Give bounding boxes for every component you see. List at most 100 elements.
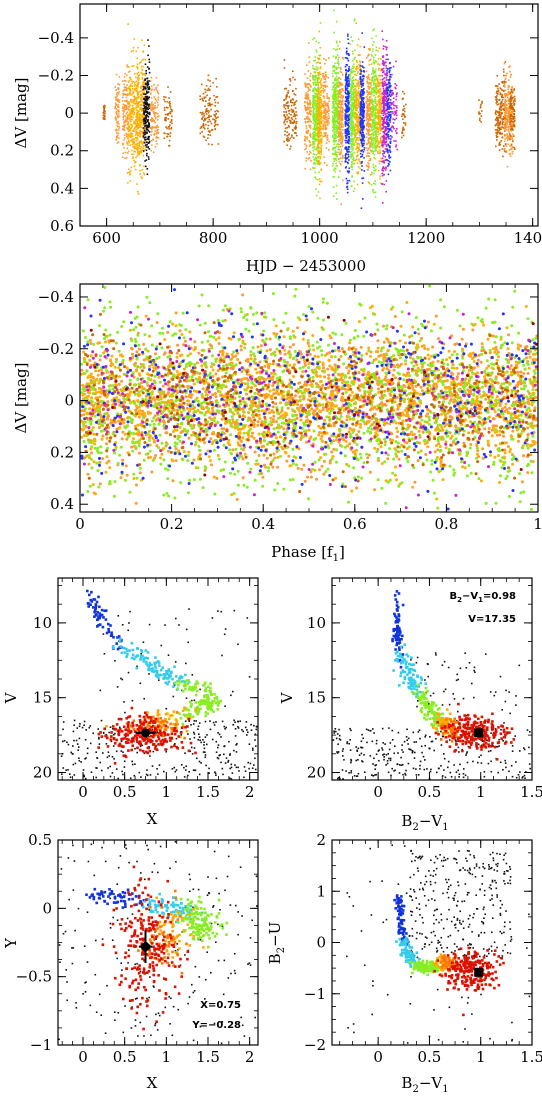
lightcurve-point [371, 37, 373, 40]
lightcurve-point [319, 138, 322, 141]
lightcurve-point [349, 74, 351, 77]
lightcurve-point [385, 65, 387, 67]
lightcurve-point [376, 117, 378, 120]
lightcurve-point [157, 137, 160, 139]
lightcurve-point [360, 70, 362, 73]
lightcurve-point [304, 107, 307, 110]
lightcurve-point [320, 106, 322, 109]
lightcurve-point [117, 113, 120, 115]
lightcurve-point [371, 142, 373, 144]
lightcurve-point [360, 103, 362, 105]
lightcurve-point [293, 112, 296, 115]
lightcurve-point [357, 94, 359, 97]
lightcurve-point [373, 71, 375, 74]
lightcurve-point [374, 191, 377, 194]
lightcurve-point [127, 139, 130, 142]
lightcurve-point [346, 76, 348, 79]
lightcurve-point [378, 95, 380, 98]
lightcurve-point [381, 144, 384, 146]
lightcurve-point [342, 129, 344, 131]
lightcurve-point [368, 91, 371, 93]
lightcurve-point [345, 114, 347, 117]
lightcurve-point [146, 106, 149, 109]
lightcurve-point [369, 99, 372, 102]
lightcurve-point [308, 106, 311, 109]
lightcurve-point [379, 90, 382, 93]
lightcurve-point [139, 145, 141, 148]
lightcurve-point [132, 88, 134, 90]
lightcurve-point [363, 140, 365, 142]
lightcurve-point [371, 79, 374, 82]
lightcurve-point [134, 126, 137, 128]
lightcurve-point [363, 105, 365, 108]
lightcurve-point [151, 126, 153, 129]
lightcurve-point [117, 129, 119, 131]
lightcurve-point [345, 153, 347, 155]
lightcurve-point [336, 112, 338, 115]
lightcurve-point [379, 125, 381, 127]
lightcurve-point [140, 151, 143, 154]
lightcurve-point [340, 131, 342, 134]
lightcurve-point [337, 131, 339, 134]
lightcurve-point [317, 102, 319, 104]
lightcurve-point [346, 122, 348, 125]
lightcurve-point [374, 89, 377, 91]
lightcurve-point [357, 139, 360, 141]
lightcurve-point [385, 126, 388, 128]
lightcurve-point [352, 67, 354, 70]
lightcurve-point [308, 112, 310, 115]
lightcurve-point [323, 108, 326, 111]
lightcurve-point [362, 94, 364, 96]
lightcurve-point [324, 86, 327, 89]
lightcurve-point [383, 132, 386, 134]
lightcurve-point [347, 145, 350, 148]
lightcurve-point [340, 114, 343, 117]
lightcurve-point [348, 137, 351, 140]
lightcurve-point [335, 102, 338, 105]
lightcurve-point [138, 96, 140, 98]
lightcurve-point [362, 89, 364, 91]
lightcurve-point [114, 96, 117, 99]
lightcurve-point [318, 54, 320, 57]
lightcurve-point [128, 142, 130, 144]
lightcurve-point [133, 85, 135, 87]
lightcurve-point [380, 127, 382, 130]
lightcurve-point [360, 69, 362, 72]
lightcurve-point [333, 89, 336, 92]
lightcurve-point [378, 152, 381, 154]
lightcurve-point [381, 169, 384, 171]
lightcurve-point [383, 84, 386, 86]
lightcurve-point [115, 98, 117, 100]
lightcurve-point [349, 43, 351, 45]
lightcurve-point [129, 89, 131, 91]
lightcurve-point [332, 146, 335, 149]
lightcurve-point [122, 143, 124, 146]
lightcurve-point [377, 117, 380, 120]
lightcurve-point [150, 89, 153, 92]
lightcurve-point [346, 170, 349, 172]
lightcurve-point [293, 137, 295, 139]
lightcurve-point [384, 113, 387, 115]
lightcurve-point [214, 110, 216, 113]
lightcurve-point [142, 127, 145, 129]
lightcurve-point [379, 149, 381, 152]
lightcurve-point [344, 96, 347, 98]
lightcurve-point [134, 97, 136, 99]
lightcurve-point [346, 105, 348, 107]
lightcurve-point [369, 108, 372, 111]
lightcurve-point [136, 68, 139, 70]
lightcurve-point [123, 106, 126, 108]
lightcurve-point [200, 126, 202, 129]
lightcurve-point [341, 117, 343, 120]
lightcurve-point [332, 104, 335, 106]
lightcurve-point [156, 91, 159, 94]
lightcurve-point [346, 151, 349, 153]
lightcurve-point [126, 111, 129, 113]
lightcurve-point [369, 118, 371, 120]
lightcurve-point [357, 127, 359, 129]
lightcurve-point [367, 138, 370, 141]
lightcurve-point [385, 77, 388, 79]
lightcurve-point [286, 139, 288, 142]
lightcurve-point [380, 136, 382, 139]
lightcurve-point [288, 78, 291, 81]
